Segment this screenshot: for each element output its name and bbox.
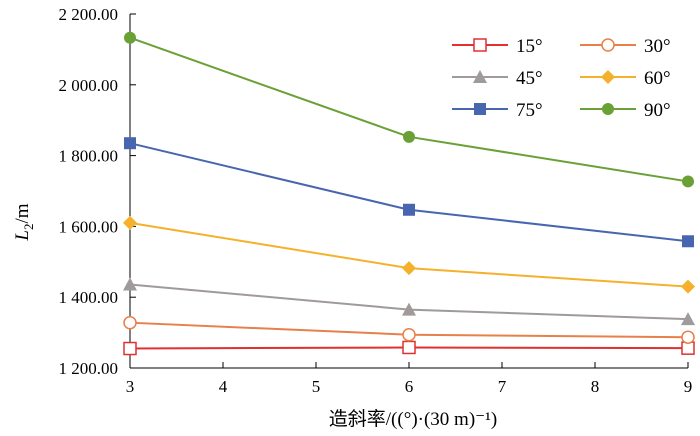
legend-label: 15° <box>516 36 543 57</box>
data-point <box>123 215 137 230</box>
legend-label: 45° <box>516 68 543 89</box>
x-axis-label: 造斜率/((°)·(30 m)⁻¹) <box>329 408 497 430</box>
y-tick-label: 2 000.00 <box>59 76 119 95</box>
x-tick-label: 6 <box>405 377 414 396</box>
y-tick-label: 2 200.00 <box>59 5 119 24</box>
y-tick-label: 1 800.00 <box>59 147 119 166</box>
data-point <box>403 130 415 143</box>
legend-marker <box>602 103 614 115</box>
series-group <box>123 277 695 326</box>
y-axis-label-sub: 2 <box>21 223 36 230</box>
series-group <box>123 215 695 294</box>
legend-item: 90° <box>580 100 671 121</box>
legend-marker <box>601 70 615 84</box>
legend: 15° 30° 45° 60° 75° 90° <box>452 36 671 121</box>
series-group <box>124 137 694 248</box>
data-point <box>123 341 137 356</box>
axes: 1 200.00 1 400.00 1 600.00 1 800.00 2 000.00… <box>59 5 693 396</box>
data-point <box>681 312 695 326</box>
legend-marker <box>474 103 486 115</box>
legend-item: 30° <box>580 36 671 57</box>
data-point <box>403 203 415 216</box>
y-axis-label-main: L <box>12 230 33 242</box>
series-layer <box>123 31 695 356</box>
data-point <box>124 137 136 150</box>
y-tick-label: 1 400.00 <box>59 288 119 307</box>
legend-item: 45° <box>452 68 543 89</box>
data-point <box>402 327 416 342</box>
y-axis-label-unit: /m <box>12 203 33 223</box>
legend-label: 75° <box>516 100 543 121</box>
data-point <box>402 302 416 316</box>
y-tick-label: 1 200.00 <box>59 359 119 378</box>
legend-marker <box>473 70 487 83</box>
data-point <box>123 277 137 291</box>
series-group <box>124 31 694 188</box>
data-point <box>682 175 694 188</box>
y-tick-label: 1 600.00 <box>59 217 119 236</box>
legend-label: 90° <box>644 100 671 121</box>
data-point <box>681 279 695 294</box>
data-point <box>681 341 695 355</box>
legend-item: 15° <box>452 36 543 57</box>
legend-marker <box>601 38 615 52</box>
x-tick-label: 9 <box>684 377 693 396</box>
x-tick-label: 4 <box>219 377 228 396</box>
data-point <box>124 31 136 44</box>
series-group <box>123 340 695 356</box>
x-tick-label: 3 <box>126 377 135 396</box>
data-point <box>681 330 695 344</box>
legend-label: 30° <box>644 36 671 57</box>
legend-item: 60° <box>580 68 671 89</box>
legend-item: 75° <box>452 100 543 121</box>
x-tick-label: 5 <box>312 377 321 396</box>
y-axis-label: L2/m <box>12 203 36 241</box>
x-tick-label: 8 <box>591 377 600 396</box>
series-line <box>129 142 689 243</box>
legend-marker <box>473 38 487 52</box>
x-tick-label: 7 <box>498 377 507 396</box>
data-point <box>402 261 416 276</box>
data-point <box>123 315 137 330</box>
legend-label: 60° <box>644 68 671 89</box>
series-group <box>123 315 695 344</box>
data-point <box>402 340 416 355</box>
data-point <box>682 235 694 248</box>
